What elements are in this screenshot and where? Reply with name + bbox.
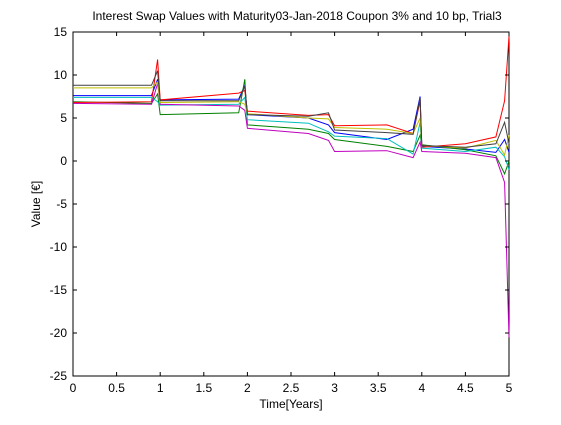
x-tick-label: 3 xyxy=(331,381,338,395)
x-tick-label: 0.5 xyxy=(108,381,125,395)
y-tick-label: 10 xyxy=(54,68,68,82)
y-tick-label: 15 xyxy=(54,25,68,39)
y-tick-label: -25 xyxy=(50,369,68,383)
y-tick-label: 0 xyxy=(60,154,67,168)
x-tick-label: 2.5 xyxy=(283,381,300,395)
y-tick-label: -5 xyxy=(56,197,67,211)
y-tick-label: 5 xyxy=(60,111,67,125)
chart-title: Interest Swap Values with Maturity03-Jan… xyxy=(92,9,502,23)
x-tick-label: 1 xyxy=(157,381,164,395)
x-axis-ticks: 0 0.5 1 1.5 2 2.5 3 3.5 4 4.5 5 xyxy=(70,32,513,395)
x-tick-label: 3.5 xyxy=(370,381,387,395)
x-axis-label: Time[Years] xyxy=(259,397,322,411)
y-axis-label: Value [€] xyxy=(29,181,43,227)
y-axis-ticks: 15 10 5 0 -5 -10 -15 -20 -25 xyxy=(50,25,509,383)
x-tick-label: 0 xyxy=(70,381,77,395)
y-tick-label: -20 xyxy=(50,326,68,340)
plot-area xyxy=(72,31,510,377)
x-tick-label: 1.5 xyxy=(195,381,212,395)
x-tick-label: 4.5 xyxy=(457,381,474,395)
series-layer xyxy=(72,36,510,338)
x-tick-label: 2 xyxy=(244,381,251,395)
y-tick-label: -10 xyxy=(50,240,68,254)
y-tick-label: -15 xyxy=(50,283,68,297)
x-tick-label: 4 xyxy=(418,381,425,395)
series-line-7 xyxy=(73,70,510,148)
x-tick-label: 5 xyxy=(506,381,513,395)
